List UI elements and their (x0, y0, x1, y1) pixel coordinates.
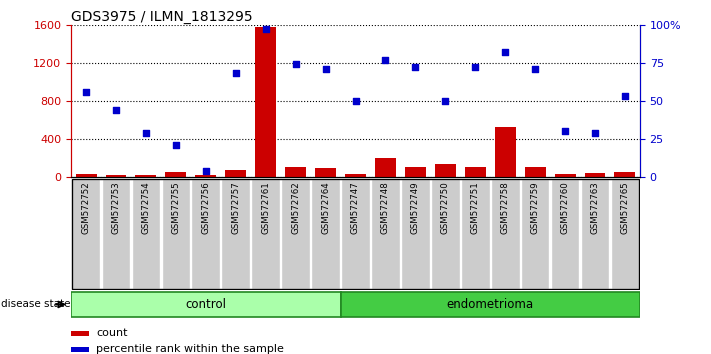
Bar (465, 167, 486, 177)
Point (110, 107, 122, 113)
Point (560, 129, 571, 134)
Bar (584, 173, 606, 177)
FancyBboxPatch shape (491, 179, 520, 289)
Point (80, 89, 92, 95)
FancyBboxPatch shape (251, 179, 280, 289)
Point (500, 49, 511, 55)
Text: GSM572751: GSM572751 (471, 182, 480, 234)
Bar (196, 175, 216, 177)
Bar (315, 169, 336, 177)
FancyBboxPatch shape (401, 179, 429, 289)
Text: endometrioma: endometrioma (447, 298, 534, 311)
Point (410, 64, 421, 70)
Point (230, 71, 242, 76)
Bar (75, 174, 97, 177)
Bar (71, 347, 89, 353)
Text: GSM572750: GSM572750 (441, 182, 450, 234)
FancyBboxPatch shape (102, 179, 130, 289)
Text: GSM572755: GSM572755 (171, 182, 181, 234)
Point (170, 142, 181, 148)
Text: percentile rank within the sample: percentile rank within the sample (96, 344, 284, 354)
Point (320, 66, 331, 72)
FancyBboxPatch shape (581, 179, 609, 289)
Point (469, 64, 481, 70)
Text: control: control (186, 298, 226, 311)
Text: disease state: disease state (1, 299, 71, 309)
Bar (285, 166, 306, 177)
Text: GSM572754: GSM572754 (141, 182, 151, 234)
FancyBboxPatch shape (221, 179, 250, 289)
Bar (405, 166, 426, 177)
Text: GSM572765: GSM572765 (621, 182, 629, 234)
FancyBboxPatch shape (551, 179, 579, 289)
Point (439, 98, 451, 104)
Text: GSM572752: GSM572752 (82, 182, 90, 234)
FancyBboxPatch shape (341, 179, 370, 289)
Bar (525, 166, 545, 177)
FancyBboxPatch shape (431, 179, 460, 289)
Point (619, 93, 631, 99)
Text: count: count (96, 328, 127, 338)
Text: GSM572757: GSM572757 (231, 182, 240, 234)
Point (589, 130, 601, 136)
FancyBboxPatch shape (132, 179, 160, 289)
Bar (225, 170, 246, 177)
Text: GSM572762: GSM572762 (291, 182, 300, 234)
Bar (555, 174, 575, 177)
Text: GSM572764: GSM572764 (321, 182, 330, 234)
Text: GSM572759: GSM572759 (530, 182, 540, 234)
FancyBboxPatch shape (461, 179, 490, 289)
Bar (345, 174, 366, 177)
FancyBboxPatch shape (191, 179, 220, 289)
FancyBboxPatch shape (520, 179, 550, 289)
Text: GSM572758: GSM572758 (501, 182, 510, 234)
FancyBboxPatch shape (371, 179, 400, 289)
Text: GSM572763: GSM572763 (591, 182, 599, 234)
Text: GSM572747: GSM572747 (351, 182, 360, 234)
Point (350, 98, 361, 104)
Point (200, 168, 211, 174)
Text: GSM572756: GSM572756 (201, 182, 210, 234)
Bar (375, 158, 396, 177)
FancyBboxPatch shape (611, 179, 639, 289)
Point (290, 62, 301, 67)
FancyBboxPatch shape (341, 292, 640, 317)
Bar (105, 175, 127, 177)
Text: GSM572749: GSM572749 (411, 182, 420, 234)
Text: GSM572753: GSM572753 (112, 182, 120, 234)
Point (260, 27, 272, 32)
Bar (71, 331, 89, 336)
Text: GSM572760: GSM572760 (560, 182, 570, 234)
Point (140, 130, 151, 136)
Text: GSM572748: GSM572748 (381, 182, 390, 234)
Bar (495, 127, 515, 177)
Bar (435, 164, 456, 177)
FancyBboxPatch shape (161, 179, 191, 289)
Bar (166, 172, 186, 177)
Text: GDS3975 / ILMN_1813295: GDS3975 / ILMN_1813295 (71, 10, 252, 24)
Point (380, 57, 391, 63)
Point (530, 66, 541, 72)
Bar (255, 27, 276, 177)
Bar (136, 175, 156, 177)
FancyBboxPatch shape (282, 179, 310, 289)
FancyBboxPatch shape (311, 179, 340, 289)
FancyBboxPatch shape (72, 179, 100, 289)
Text: GSM572761: GSM572761 (261, 182, 270, 234)
Bar (614, 172, 636, 177)
FancyBboxPatch shape (71, 292, 341, 317)
